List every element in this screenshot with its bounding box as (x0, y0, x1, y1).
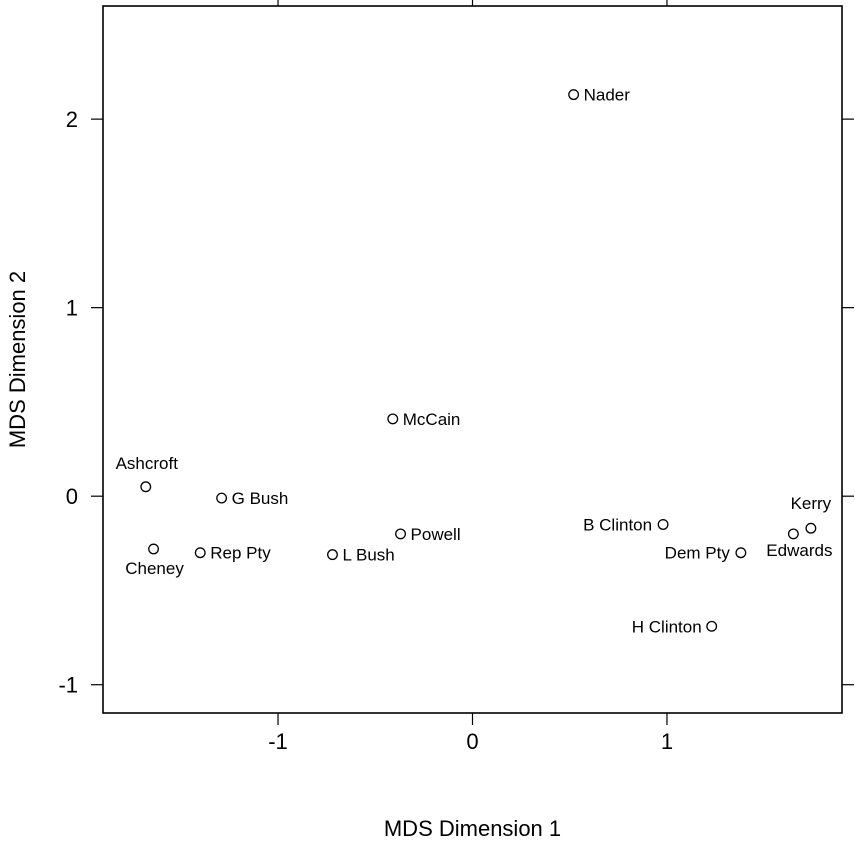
point-label: G Bush (232, 489, 289, 508)
plot-frame (102, 5, 843, 714)
point-label: Cheney (125, 559, 184, 578)
data-point (140, 481, 152, 493)
data-point (387, 413, 399, 425)
point-label: Kerry (791, 494, 832, 513)
y-tick-label: 2 (66, 107, 78, 132)
y-axis-title: MDS Dimension 2 (5, 271, 30, 448)
data-point (787, 528, 799, 540)
data-point (194, 547, 206, 559)
point-label: L Bush (342, 546, 394, 565)
x-axis-title: MDS Dimension 1 (384, 816, 561, 841)
y-tick-label: 1 (66, 296, 78, 321)
data-point (148, 543, 160, 555)
point-label: Rep Pty (210, 544, 271, 563)
data-point (568, 89, 580, 101)
point-label: Nader (584, 86, 631, 105)
data-point (657, 519, 669, 530)
y-tick-label: -1 (58, 673, 78, 698)
data-point (735, 547, 747, 559)
data-point (395, 528, 406, 540)
point-label: McCain (403, 410, 461, 429)
data-point (216, 492, 228, 504)
point-label: Dem Pty (665, 544, 731, 563)
point-label: H Clinton (632, 617, 702, 636)
point-label: Powell (411, 525, 461, 544)
data-point (706, 620, 718, 632)
plot-border (102, 5, 843, 714)
x-tick-label: -1 (268, 729, 288, 754)
x-axis: -1 0 1 (268, 0, 673, 754)
data-point (327, 549, 338, 561)
data-points: Nader McCain Ashcroft G Bush Cheney Rep Pty L … (116, 86, 833, 637)
y-tick-label: 0 (66, 484, 78, 509)
point-label: Edwards (766, 541, 832, 560)
y-axis: -1 0 1 2 (58, 107, 854, 698)
point-label: B Clinton (583, 515, 652, 534)
x-tick-label: 0 (466, 729, 478, 754)
x-tick-label: 1 (661, 729, 673, 754)
point-label: Ashcroft (116, 454, 179, 473)
data-point (805, 522, 817, 534)
